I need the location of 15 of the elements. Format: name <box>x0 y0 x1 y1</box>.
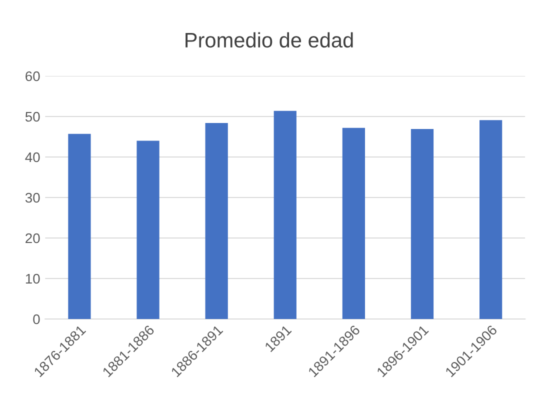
y-tick-label: 50 <box>25 112 40 122</box>
y-tick-label: 60 <box>26 71 40 82</box>
bar <box>274 110 296 319</box>
bar <box>136 140 160 319</box>
y-tick-label: 10 <box>26 274 40 284</box>
bar <box>480 120 502 319</box>
y-tick-label: 0 <box>33 314 40 324</box>
chart-title: Promedio de edad <box>186 32 353 48</box>
bar <box>68 134 91 319</box>
y-tick-label: 20 <box>26 233 40 244</box>
y-tick-label: 30 <box>25 192 40 203</box>
bar <box>205 122 228 319</box>
y-tick-label: 40 <box>25 152 40 162</box>
bar <box>342 128 366 319</box>
bar <box>410 129 434 319</box>
